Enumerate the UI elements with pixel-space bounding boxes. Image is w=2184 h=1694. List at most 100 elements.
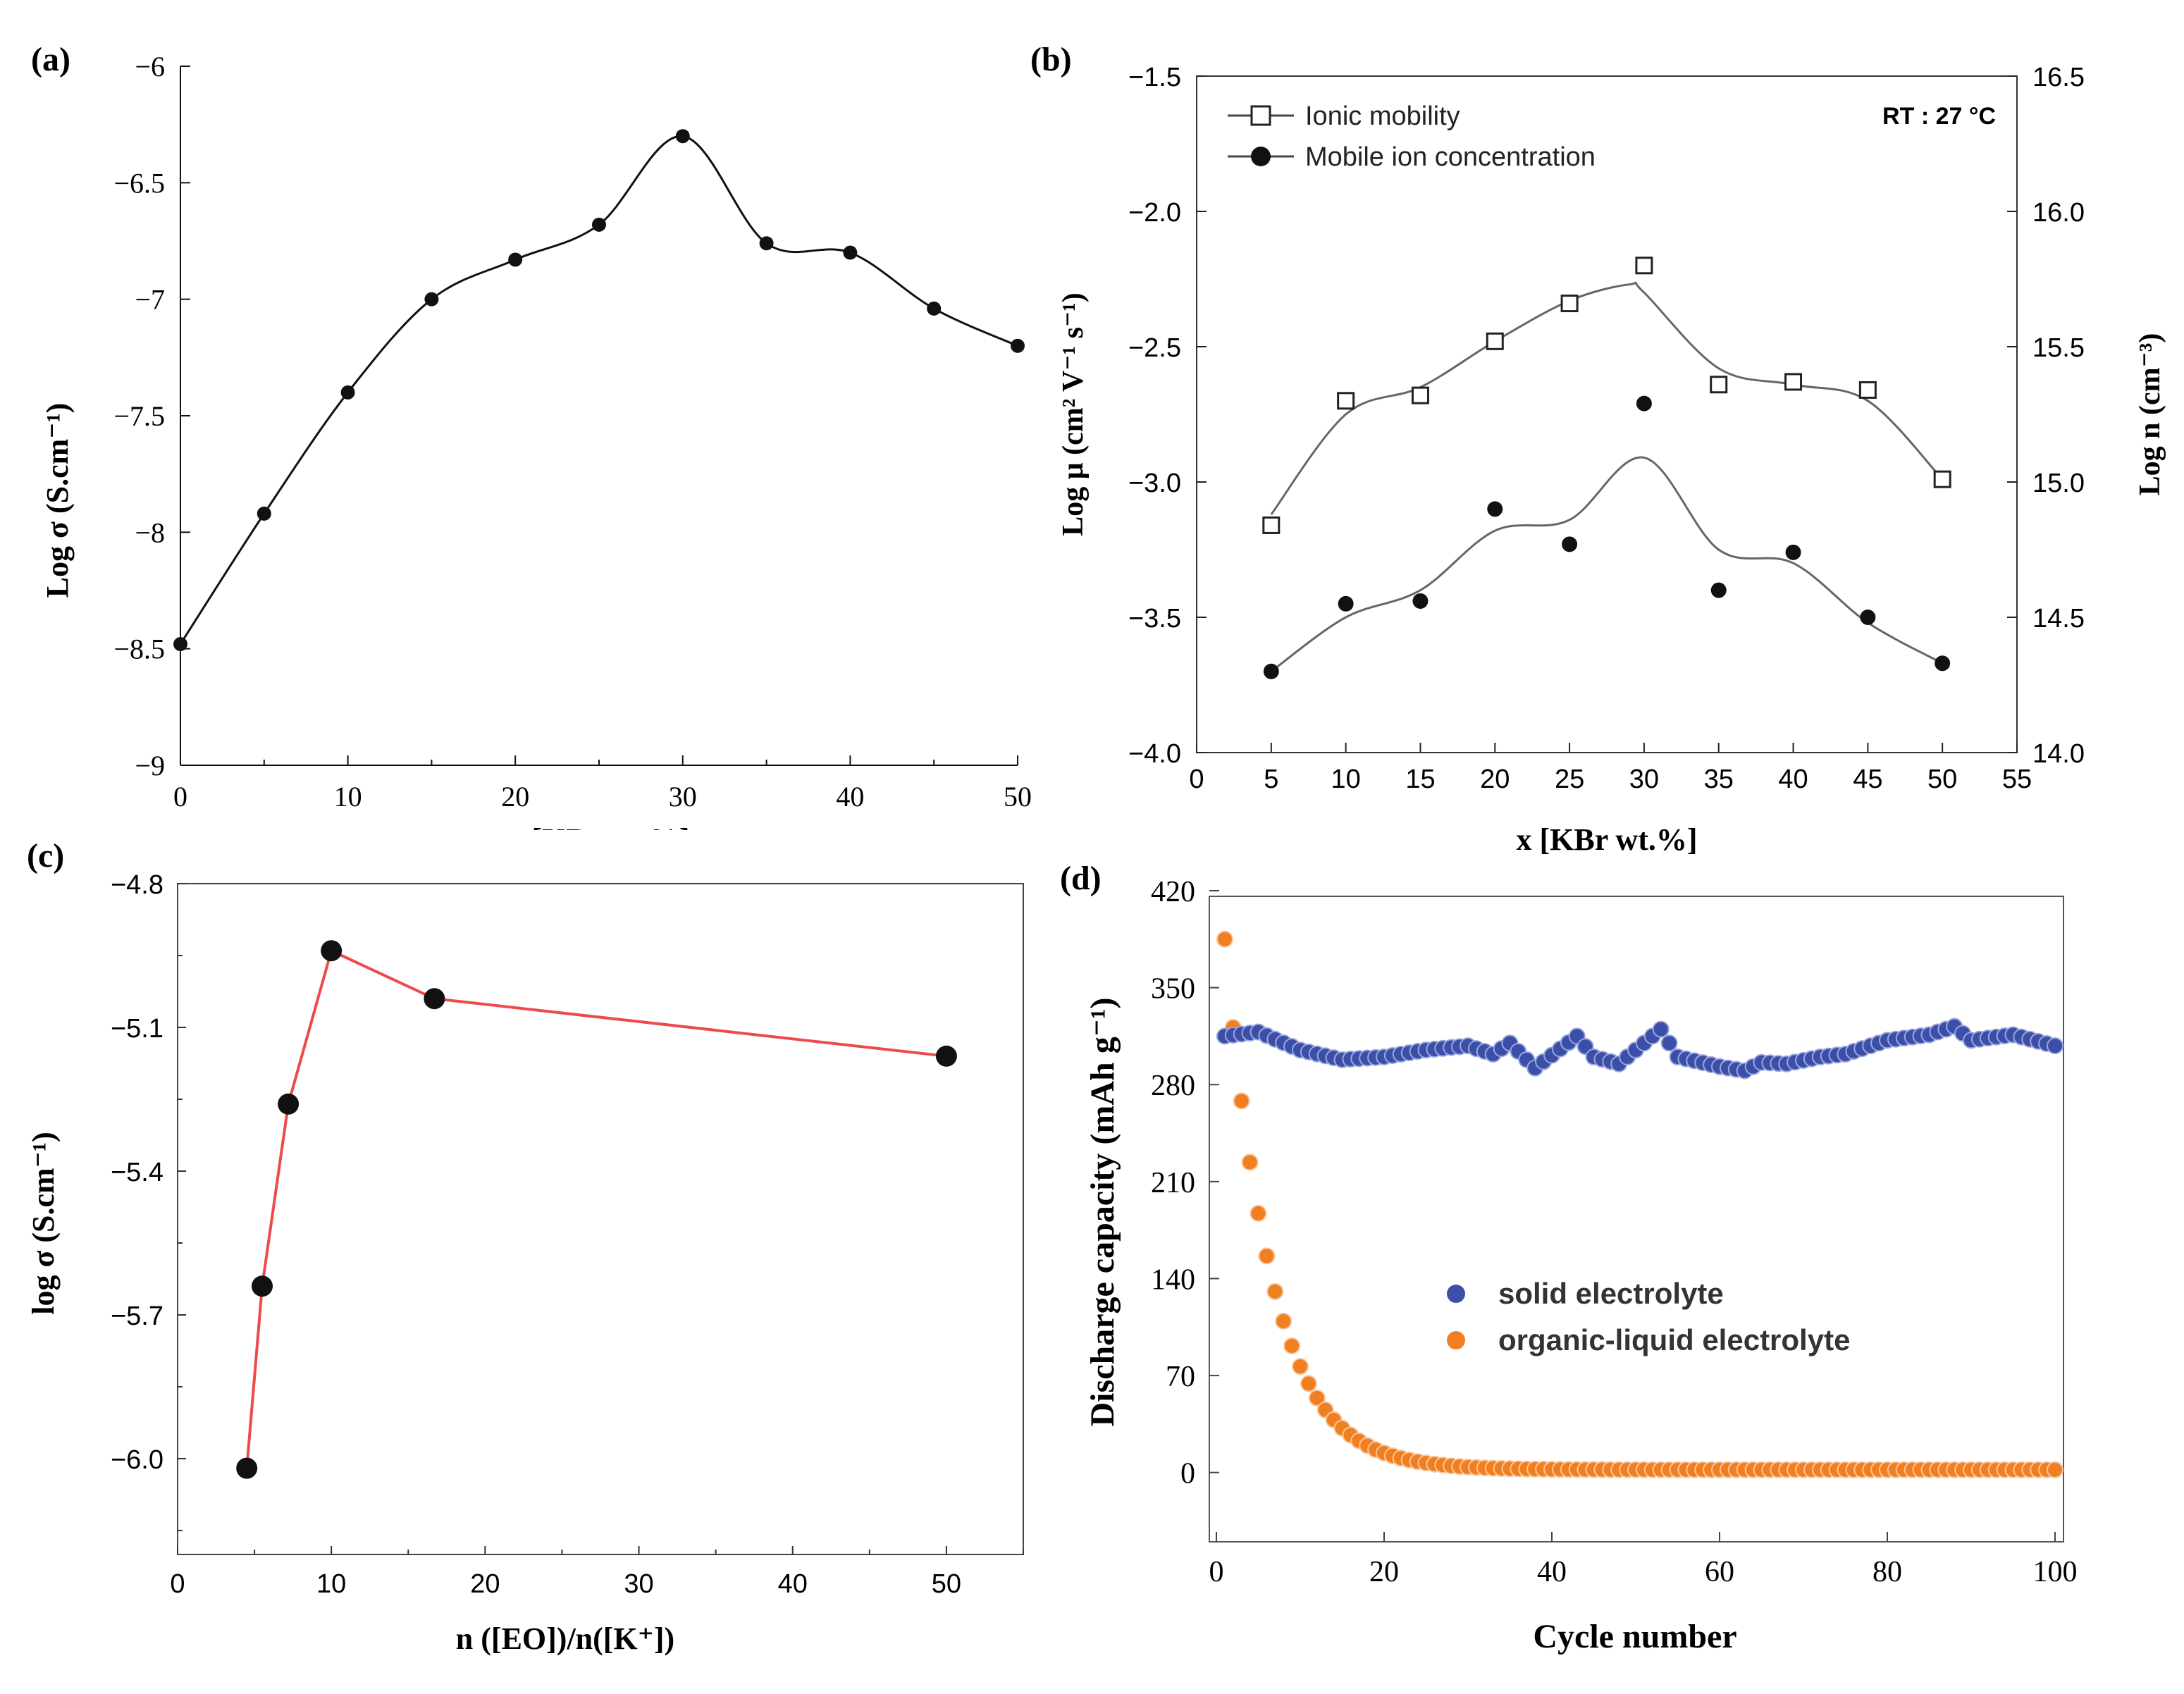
panel-d-solid-point xyxy=(2047,1037,2063,1055)
panel-b-ytick-label: −3.0 xyxy=(1128,469,1181,498)
panel-b-mobility-point xyxy=(1933,470,1951,488)
panel-b-mobility-point xyxy=(1560,295,1579,313)
panel-b-concentration-point xyxy=(1935,655,1951,672)
panel-b-fit-curve-concentration xyxy=(1270,456,1943,673)
panel-c-series-line xyxy=(245,948,947,1469)
panel-b-xtick-label: 0 xyxy=(1189,765,1204,794)
panel-a-xtick-label: 0 xyxy=(173,781,187,812)
panel-a-ytick-label: −6 xyxy=(135,51,165,82)
panel-c-data-point xyxy=(321,940,343,962)
panel-b-ytick-label: −1.5 xyxy=(1128,63,1181,92)
panel-b-y2tick-label: 16.0 xyxy=(2032,198,2085,228)
panel-c-ytick-label: −5.1 xyxy=(111,1014,164,1044)
panel-b-concentration-point xyxy=(1487,501,1503,517)
panel-b-y2label: Log n (cm⁻³) xyxy=(2134,333,2166,496)
panel-a-data-point xyxy=(173,637,187,652)
panel-d-ytick-label: 210 xyxy=(1151,1167,1195,1199)
panel-b-fit-curve-mobility xyxy=(1270,281,1944,515)
panel-d-xtick-label: 80 xyxy=(1873,1556,1902,1588)
panel-label-d: (d) xyxy=(1060,860,1102,897)
panel-a-data-point xyxy=(592,217,606,232)
panel-d-liquid-point xyxy=(1233,1092,1250,1110)
panel-c-data-point xyxy=(424,988,445,1010)
panel-d-xtick-label: 100 xyxy=(2033,1556,2078,1588)
panel-c-ylabel: log σ (S.cm⁻¹) xyxy=(26,1132,61,1315)
panel-b-annotation: RT : 27 °C xyxy=(1882,103,1996,130)
panel-c-data-point xyxy=(252,1275,273,1297)
panel-b-concentration-point xyxy=(1710,582,1727,598)
panel-d-legend: solid electrolyte organic-liquid electro… xyxy=(1447,1277,1850,1356)
panel-b-y2tick-label: 14.0 xyxy=(2032,739,2085,769)
panel-c-ytick-label: −5.7 xyxy=(111,1302,164,1331)
panel-b-mobility-point xyxy=(1337,392,1355,410)
panel-b-mobility-point xyxy=(1411,386,1429,404)
panel-d-liquid-point xyxy=(1300,1375,1317,1392)
panel-d-ytick-label: 140 xyxy=(1151,1263,1195,1296)
legend-open-square-icon xyxy=(1250,105,1271,126)
panel-d-ylabel: Discharge capacity (mAh g⁻¹) xyxy=(1084,998,1121,1427)
panel-c-data-point xyxy=(236,1457,258,1479)
panel-b-xtick-label: 5 xyxy=(1264,765,1278,794)
panel-b-mobility-point xyxy=(1858,381,1877,399)
panel-b-ytick-label: −2.5 xyxy=(1128,333,1181,363)
panel-d-xlabel: Cycle number xyxy=(1533,1618,1736,1655)
panel-a-series-line xyxy=(179,135,1018,645)
panel-b-concentration-point xyxy=(1263,663,1279,679)
legend-blue-dot-icon xyxy=(1447,1285,1465,1303)
panel-a-chart: Log σ (S.cm⁻¹) −9 −8.5 −8 −7.5 −7 −6.5 −6 0 10 20… xyxy=(40,51,1032,857)
panel-label-a: (a) xyxy=(31,41,70,78)
panel-b-mobility-point xyxy=(1784,373,1803,391)
panel-a-ytick-label: −7 xyxy=(135,284,165,316)
panel-c-ytick-label: −4.8 xyxy=(111,870,164,900)
panel-d-ytick-label: 280 xyxy=(1151,1070,1195,1102)
panel-d-liquid-point xyxy=(1308,1389,1326,1406)
panel-b-xtick-label: 20 xyxy=(1480,765,1510,794)
panel-d-xtick-label: 40 xyxy=(1537,1556,1567,1588)
panel-c-ytick-label: −6.0 xyxy=(111,1445,164,1475)
panel-d-xtick-label: 0 xyxy=(1209,1556,1224,1588)
legend-label-liquid: organic-liquid electrolyte xyxy=(1498,1323,1850,1356)
panel-a-ytick-label: −6.5 xyxy=(113,167,165,199)
panel-d-frame xyxy=(1209,896,2064,1542)
legend-orange-dot-icon xyxy=(1447,1331,1465,1349)
panel-b-mobility-point xyxy=(1635,256,1653,275)
panel-a-xtick-label: 10 xyxy=(334,781,362,812)
panel-b-ylabel: Log μ (cm² V⁻¹ s⁻¹) xyxy=(1057,292,1090,536)
panel-d-ytick-label: 420 xyxy=(1151,876,1195,908)
panel-b-xtick-label: 40 xyxy=(1778,765,1808,794)
panel-a-xtick-label: 20 xyxy=(501,781,529,812)
panel-b-frame xyxy=(1196,75,2018,753)
panel-d-liquid-point xyxy=(2047,1461,2063,1478)
panel-a-data-point xyxy=(675,129,690,144)
panel-b-mobility-point xyxy=(1486,332,1504,350)
panel-b-ytick-label: −4.0 xyxy=(1128,739,1181,769)
panel-d-liquid-point xyxy=(1250,1204,1267,1222)
panel-a-ylabel: Log σ (S.cm⁻¹) xyxy=(40,403,75,598)
panel-a-data-point xyxy=(759,236,774,251)
panel-label-c: (c) xyxy=(27,837,64,874)
panel-c-xtick-label: 10 xyxy=(316,1569,346,1599)
panel-c-xtick-label: 50 xyxy=(932,1569,961,1599)
panel-d-xtick-label: 60 xyxy=(1705,1556,1734,1588)
panel-c-chart: log σ (S.cm⁻¹) n ([EO])/n([K⁺]) −6.0 −5.7… xyxy=(26,870,1024,1656)
panel-a-xtick-label: 30 xyxy=(669,781,697,812)
panel-c-data-point xyxy=(278,1093,300,1115)
legend-label-concentration: Mobile ion concentration xyxy=(1305,142,1596,172)
panel-b-xtick-label: 15 xyxy=(1405,765,1435,794)
panel-c-data-point xyxy=(935,1045,957,1067)
panel-b-chart: Log μ (cm² V⁻¹ s⁻¹) Log n (cm⁻³) x [KBr … xyxy=(1057,63,2166,857)
panel-b-y2tick-label: 14.5 xyxy=(2032,604,2085,633)
panel-d-liquid-point xyxy=(1258,1247,1276,1265)
panel-b-y2tick-label: 15.5 xyxy=(2032,333,2085,363)
panel-b-y2tick-label: 16.5 xyxy=(2032,63,2085,92)
panel-c-xtick-label: 30 xyxy=(624,1569,653,1599)
panel-a-data-point xyxy=(927,301,942,316)
panel-b-concentration-point xyxy=(1636,395,1652,412)
panel-d-solid-point xyxy=(1652,1020,1670,1038)
panel-b-concentration-point xyxy=(1412,593,1429,609)
panel-b-xtick-label: 30 xyxy=(1629,765,1659,794)
panel-b-xtick-label: 10 xyxy=(1331,765,1360,794)
panel-d-chart: Discharge capacity (mAh g⁻¹) Cycle numbe… xyxy=(1084,876,2078,1655)
panel-a-xlabel: x [KBr wt.%] xyxy=(508,822,689,857)
panel-b-mobility-point xyxy=(1710,376,1728,394)
